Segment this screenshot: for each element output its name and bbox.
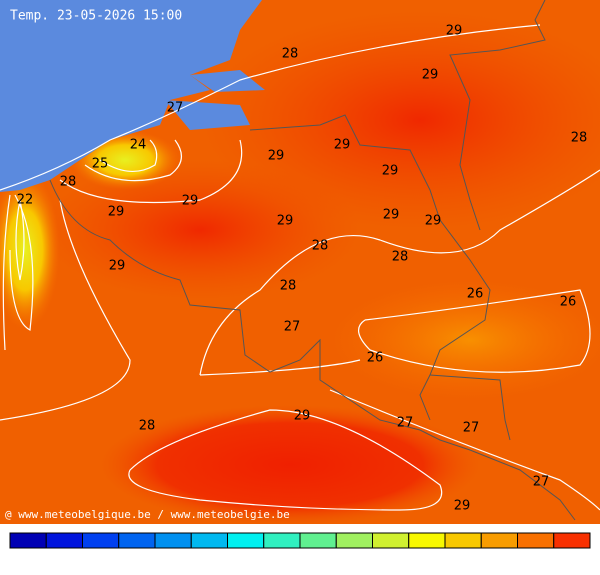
scale-swatch <box>335 532 373 549</box>
temperature-label: 29 <box>182 194 199 209</box>
map-area <box>0 0 600 525</box>
temperature-label: 29 <box>294 409 311 424</box>
scale-swatch <box>82 532 120 549</box>
temperature-label: 28 <box>392 250 409 265</box>
temperature-label: 29 <box>268 149 285 164</box>
scale-swatch <box>118 532 156 549</box>
scale-swatch <box>480 532 518 549</box>
temperature-label: 29 <box>334 138 351 153</box>
temperature-label: 27 <box>533 475 550 490</box>
scale-swatch <box>45 532 83 549</box>
temperature-label: 27 <box>397 416 414 431</box>
scale-swatch <box>190 532 228 549</box>
temperature-label: 29 <box>422 68 439 83</box>
scale-swatch <box>408 532 446 549</box>
scale-swatch <box>227 532 265 549</box>
temperature-label: 25 <box>92 157 109 172</box>
temperature-label: 26 <box>560 295 577 310</box>
temperature-label: 28 <box>60 175 77 190</box>
scale-swatch <box>299 532 337 549</box>
temperature-label: 28 <box>571 131 588 146</box>
temperature-label: 28 <box>282 47 299 62</box>
temperature-label: 28 <box>280 279 297 294</box>
scale-swatch <box>154 532 192 549</box>
temperature-label: 26 <box>467 287 484 302</box>
scale-swatch <box>517 532 555 549</box>
temperature-label: 29 <box>109 259 126 274</box>
temperature-label: 29 <box>454 499 471 514</box>
temperature-label: 29 <box>277 214 294 229</box>
scale-swatch <box>372 532 410 549</box>
map-title: Temp. 23-05-2026 15:00 <box>10 9 182 24</box>
temperature-label: 24 <box>130 138 147 153</box>
temperature-label: 27 <box>463 421 480 436</box>
credit: @ www.meteobelgique.be / www.meteobelgie… <box>5 508 290 521</box>
temperature-label: 27 <box>284 320 301 335</box>
scale-swatch <box>553 532 591 549</box>
temperature-label: 22 <box>17 193 34 208</box>
temperature-label: 29 <box>425 214 442 229</box>
temperature-label: 27 <box>167 101 184 116</box>
temperature-label: 29 <box>383 208 400 223</box>
temperature-label: 26 <box>367 351 384 366</box>
scale-swatch <box>9 532 47 549</box>
temperature-label: 29 <box>382 164 399 179</box>
temperature-label: 29 <box>446 24 463 39</box>
temperature-label: 28 <box>139 419 156 434</box>
scale-swatch <box>444 532 482 549</box>
temperature-label: 29 <box>108 205 125 220</box>
temperature-label: 28 <box>312 239 329 254</box>
scale-swatch <box>263 532 301 549</box>
